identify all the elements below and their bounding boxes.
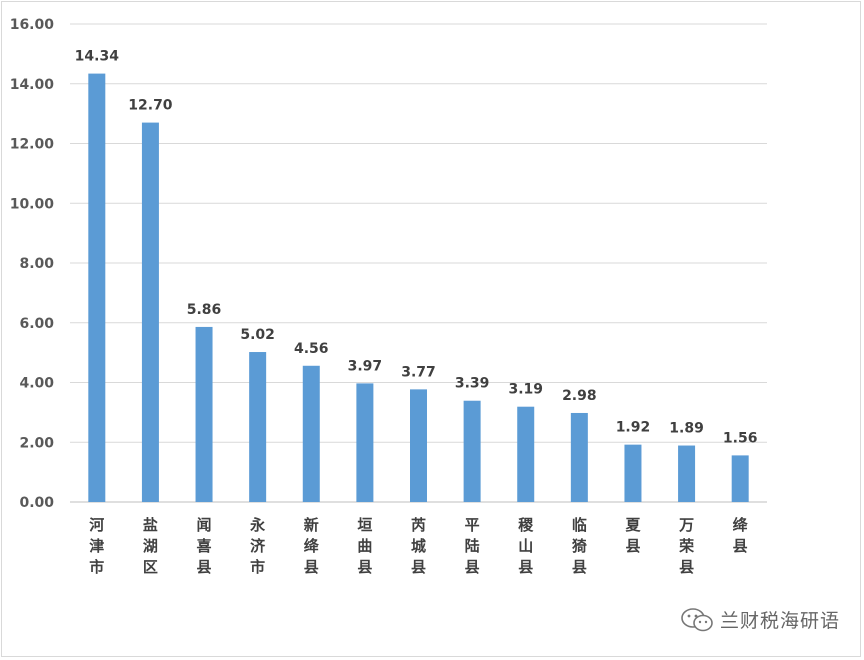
x-tick-label: 临猗县	[572, 516, 587, 576]
bar	[624, 444, 642, 502]
data-label: 1.89	[669, 421, 704, 437]
y-tick-label: 16.00	[10, 17, 55, 33]
x-tick-label: 垣曲县	[357, 516, 372, 576]
y-tick-label: 8.00	[19, 256, 54, 272]
data-label: 12.70	[128, 98, 173, 114]
watermark-text: 兰财税海研语	[719, 610, 840, 632]
x-tick-label: 平陆县	[465, 516, 480, 576]
x-tick-label: 永济市	[249, 516, 266, 576]
x-tick-label: 芮城县	[411, 516, 426, 576]
wechat-icon	[681, 607, 713, 631]
x-tick-label: 绛县	[733, 516, 749, 555]
data-labels: 14.34 12.70 5.86 5.02 4.56 3.97 3.77 3.39 3.19 2.…	[75, 49, 758, 447]
x-axis-labels: 河津市 盐湖区 闻喜县 永济市 新绛县 垣曲县 芮城县 平陆县 稷山县 临猗县 夏县 万荣县 绛县	[89, 516, 748, 576]
x-tick-label: 万荣县	[678, 516, 695, 576]
data-label: 3.77	[401, 364, 436, 380]
y-axis-ticks: 0.00 2.00 4.00 6.00 8.00 10.00 12.00 14.00 16.00	[10, 17, 55, 511]
x-tick-label: 稷山县	[518, 516, 534, 576]
y-tick-label: 14.00	[10, 77, 55, 93]
y-tick-label: 2.00	[19, 435, 54, 451]
bar	[356, 383, 374, 502]
y-tick-label: 12.00	[10, 137, 55, 153]
bar	[302, 365, 320, 502]
y-tick-label: 4.00	[19, 376, 54, 392]
bar	[517, 406, 535, 502]
x-tick-label: 新绛县	[304, 516, 320, 576]
x-tick-label: 夏县	[624, 516, 641, 555]
y-tick-label: 6.00	[19, 316, 54, 332]
x-tick-label: 闻喜县	[197, 516, 212, 576]
x-tick-label: 河津市	[89, 516, 104, 576]
data-label: 1.56	[723, 430, 758, 446]
bar	[570, 412, 588, 502]
bar	[249, 352, 267, 502]
bar	[88, 73, 106, 502]
data-label: 5.86	[187, 302, 222, 318]
data-label: 14.34	[75, 49, 120, 65]
data-label: 1.92	[616, 420, 651, 436]
bar	[463, 400, 481, 502]
bar	[678, 445, 696, 502]
data-label: 4.56	[294, 341, 329, 357]
x-tick-label: 盐湖区	[143, 516, 158, 576]
watermark: 兰财税海研语	[680, 606, 840, 633]
bar	[731, 455, 749, 502]
data-label: 3.39	[455, 376, 490, 392]
y-tick-label: 10.00	[10, 196, 55, 212]
data-label: 2.98	[562, 388, 597, 404]
bar	[410, 389, 427, 502]
bar	[195, 326, 213, 502]
data-label: 5.02	[240, 327, 275, 343]
data-label: 3.19	[508, 382, 543, 398]
bar	[141, 122, 159, 503]
y-tick-label: 0.00	[19, 495, 54, 511]
data-label: 3.97	[348, 358, 383, 374]
gridlines	[70, 23, 767, 503]
bars	[88, 73, 749, 503]
